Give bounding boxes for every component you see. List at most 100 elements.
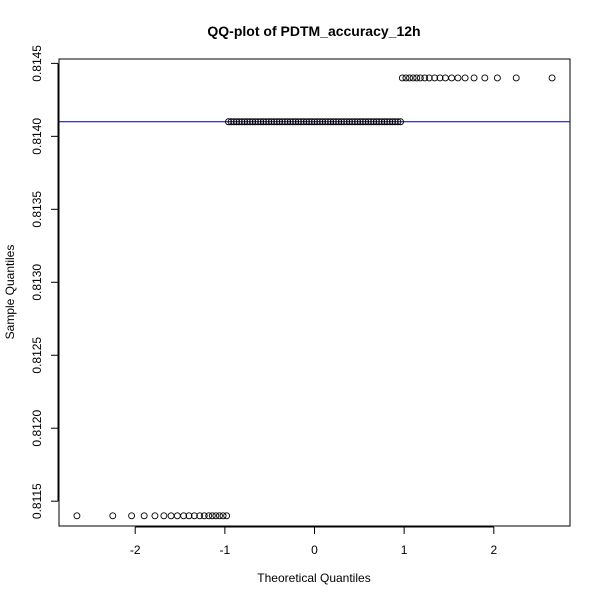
data-point <box>409 74 417 82</box>
x-axis: -2 -1 0 1 2 <box>130 526 497 557</box>
y-tick-label: 0.8135 <box>30 191 44 228</box>
data-point <box>346 118 353 126</box>
data-point <box>128 512 136 520</box>
data-point <box>343 118 351 126</box>
data-point <box>297 118 305 126</box>
data-point <box>354 118 361 126</box>
data-point <box>268 118 275 126</box>
data-point <box>321 118 329 126</box>
data-point <box>219 512 227 520</box>
data-point <box>249 118 257 126</box>
y-tick-label: 0.8130 <box>30 264 44 301</box>
data-point <box>356 118 364 126</box>
data-point <box>389 118 396 126</box>
data-point <box>340 118 348 126</box>
points-layer <box>73 74 556 520</box>
data-point <box>270 118 278 126</box>
data-point <box>406 74 413 82</box>
data-point <box>470 74 478 82</box>
data-point <box>259 118 267 126</box>
data-point <box>454 74 462 82</box>
data-point <box>416 74 424 82</box>
data-point <box>461 74 469 82</box>
data-point <box>383 118 391 126</box>
data-point <box>140 512 148 520</box>
data-point <box>235 118 243 126</box>
y-axis: 0.8115 0.8120 0.8125 0.8130 0.8135 0.8140 0.81… <box>30 45 59 519</box>
data-point <box>364 118 372 126</box>
data-point <box>254 118 262 126</box>
data-point <box>493 74 501 82</box>
data-point <box>233 118 240 126</box>
data-point <box>481 74 489 82</box>
data-point <box>402 74 410 82</box>
data-point <box>548 74 556 82</box>
data-point <box>421 74 429 82</box>
data-point <box>251 118 259 126</box>
data-point <box>367 118 375 126</box>
data-point <box>151 512 159 520</box>
data-point <box>205 512 213 520</box>
data-point <box>281 118 289 126</box>
data-point <box>294 118 302 126</box>
data-point <box>370 118 378 126</box>
data-point <box>332 118 340 126</box>
data-point <box>276 118 283 126</box>
data-point <box>286 118 294 126</box>
data-point <box>200 512 208 520</box>
x-tick-label: 1 <box>401 543 408 557</box>
data-point <box>319 118 327 126</box>
x-tick-label: -1 <box>220 543 231 557</box>
x-tick-label: 0 <box>311 543 318 557</box>
y-tick-label: 0.8120 <box>30 410 44 447</box>
data-point <box>109 512 117 520</box>
data-point <box>398 74 406 82</box>
data-point <box>380 118 388 126</box>
data-point <box>375 118 383 126</box>
data-point <box>230 118 238 126</box>
data-point <box>73 512 81 520</box>
data-point <box>241 118 249 126</box>
data-point <box>227 118 235 126</box>
data-point <box>372 118 380 126</box>
y-axis-label: Sample Quantiles <box>3 245 17 340</box>
data-point <box>386 118 394 126</box>
data-point <box>223 512 231 520</box>
data-point <box>212 512 220 520</box>
data-point <box>324 118 332 126</box>
data-point <box>311 118 318 126</box>
plot-frame <box>58 58 571 527</box>
data-point <box>302 118 310 126</box>
data-point <box>278 118 286 126</box>
data-point <box>262 118 270 126</box>
data-point <box>238 118 246 126</box>
data-point <box>243 118 251 126</box>
data-point <box>335 118 343 126</box>
data-point <box>284 118 292 126</box>
data-point <box>378 118 386 126</box>
data-point <box>413 74 421 82</box>
data-point <box>329 118 337 126</box>
data-point <box>160 512 168 520</box>
data-point <box>351 118 359 126</box>
data-point <box>448 74 456 82</box>
data-point <box>394 118 402 126</box>
chart-title: QQ-plot of PDTM_accuracy_12h <box>207 23 420 39</box>
data-point <box>512 74 520 82</box>
data-point <box>167 512 175 520</box>
y-tick-label: 0.8145 <box>30 45 44 82</box>
data-point <box>265 118 273 126</box>
data-point <box>362 118 370 126</box>
data-point <box>359 118 367 126</box>
y-tick-label: 0.8125 <box>30 337 44 374</box>
y-tick-label: 0.8140 <box>30 118 44 155</box>
data-point <box>292 118 300 126</box>
data-point <box>300 118 308 126</box>
data-point <box>273 118 281 126</box>
data-point <box>436 74 444 82</box>
data-point <box>313 118 321 126</box>
data-point <box>216 512 223 520</box>
data-point <box>431 74 439 82</box>
x-tick-label: 2 <box>490 543 497 557</box>
